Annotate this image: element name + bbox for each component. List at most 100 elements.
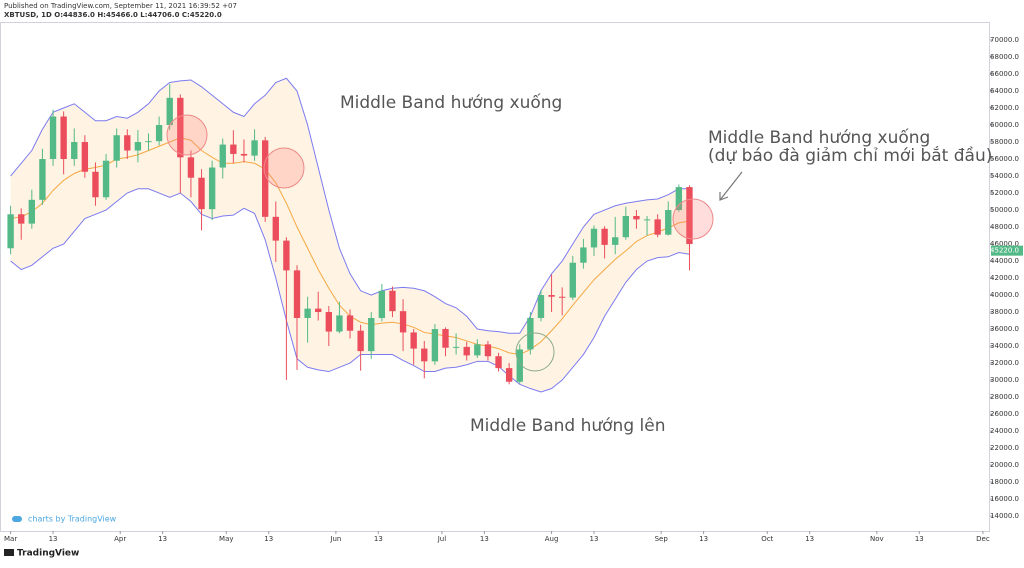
y-tick-label: 40000.0 — [990, 291, 1019, 299]
candle-body — [633, 215, 640, 220]
y-tick-label: 38000.0 — [990, 308, 1019, 316]
candle-body — [612, 237, 619, 245]
candle-body — [537, 295, 545, 318]
candle-body — [368, 317, 375, 352]
candle-body — [442, 329, 449, 348]
x-tick-label: Sep — [655, 535, 669, 543]
y-tick-label: 28000.0 — [990, 393, 1019, 401]
candle-body — [580, 247, 587, 263]
candle-body — [124, 135, 131, 151]
candle-body — [283, 240, 290, 271]
x-tick-label: Dec — [976, 535, 990, 543]
candle-body — [219, 144, 226, 168]
y-tick-label: 68000.0 — [990, 53, 1019, 61]
candle-body — [240, 153, 248, 156]
candle-body — [177, 97, 184, 158]
candle-body — [410, 332, 417, 349]
y-tick-label: 62000.0 — [990, 104, 1019, 112]
header: Published on TradingView.com, September … — [4, 2, 237, 10]
y-tick-label: 20000.0 — [990, 461, 1019, 469]
arrow — [719, 171, 743, 201]
candle-body — [28, 199, 36, 224]
footer: TradingView — [17, 549, 79, 559]
candle-body — [92, 171, 99, 198]
y-tick-label: 46000.0 — [990, 240, 1019, 248]
candle-body — [113, 135, 120, 161]
arrow-head — [719, 192, 729, 201]
highlight-circle — [672, 198, 714, 240]
candle-body — [18, 214, 25, 224]
candle-body — [643, 219, 651, 221]
x-tick-label: Apr — [114, 535, 126, 543]
x-tick-label: 13 — [480, 535, 489, 543]
candle-body — [187, 157, 195, 178]
candle-body — [325, 312, 333, 332]
x-tick-label: 13 — [374, 535, 383, 543]
candle-body — [622, 215, 630, 238]
band-fill — [10, 78, 690, 392]
y-tick-label: 50000.0 — [990, 206, 1019, 214]
y-tick-label: 26000.0 — [990, 410, 1019, 418]
x-tick-label: Jun — [329, 535, 341, 543]
y-tick-label: 44000.0 — [990, 257, 1019, 265]
x-tick-label: Jul — [437, 535, 447, 543]
candle-body — [357, 330, 364, 352]
candle-body — [590, 228, 598, 248]
candle-body — [665, 210, 672, 235]
y-tick-label: 42000.0 — [990, 274, 1019, 282]
y-tick-label: 56000.0 — [990, 155, 1019, 163]
y-tick-label: 32000.0 — [990, 359, 1019, 367]
candle-body — [399, 311, 407, 333]
y-tick-label: 36000.0 — [990, 325, 1019, 333]
lower-band — [10, 188, 690, 393]
highlight-circle — [515, 332, 555, 372]
candle-body — [421, 348, 428, 362]
candle-body — [336, 315, 343, 332]
plot-frame — [0, 22, 990, 532]
candle-body — [548, 295, 555, 297]
candle-body — [505, 368, 513, 382]
x-tick-label: May — [219, 535, 233, 543]
candle-body — [378, 290, 386, 318]
candle-body — [569, 262, 576, 298]
annotation: Middle Band hướng xuống — [340, 92, 562, 113]
candle-body — [166, 97, 173, 126]
y-tick-label: 60000.0 — [990, 121, 1019, 129]
x-tick-label: 13 — [49, 535, 58, 543]
y-tick-label: 54000.0 — [990, 172, 1019, 180]
x-tick-label: 13 — [590, 535, 599, 543]
candle-body — [304, 308, 311, 318]
upper-band — [10, 77, 690, 334]
y-tick-label: 24000.0 — [990, 427, 1019, 435]
y-tick-label: 66000.0 — [990, 70, 1019, 78]
candle-body — [315, 308, 322, 313]
candle-body — [601, 228, 608, 245]
candle-body — [389, 290, 396, 312]
highlight-circle — [263, 147, 305, 189]
x-tick-label: 13 — [915, 535, 924, 543]
candle-body — [198, 177, 205, 210]
candle-body — [346, 315, 354, 331]
candle-body — [474, 344, 481, 356]
candle-body — [251, 140, 258, 156]
y-tick-label: 30000.0 — [990, 376, 1019, 384]
candle-body — [81, 142, 89, 172]
candle-body — [484, 344, 492, 357]
y-tick-label: 22000.0 — [990, 444, 1019, 452]
last-price-box — [991, 245, 1023, 256]
watermark: charts by TradingView — [28, 515, 117, 524]
x-tick-label: Mar — [4, 535, 17, 543]
watermark-icon — [12, 516, 22, 522]
candle-body — [60, 116, 67, 160]
candle-body — [71, 142, 78, 160]
candle-body — [452, 346, 460, 348]
last-price-label: 45220.0 — [990, 247, 1019, 255]
y-tick-label: 14000.0 — [990, 512, 1019, 520]
candle-body — [272, 216, 279, 241]
y-tick-label: 52000.0 — [990, 189, 1019, 197]
y-tick-label: 70000.0 — [990, 36, 1019, 44]
candle-body — [7, 214, 14, 249]
candle-body — [675, 187, 683, 211]
x-tick-label: 13 — [158, 535, 167, 543]
